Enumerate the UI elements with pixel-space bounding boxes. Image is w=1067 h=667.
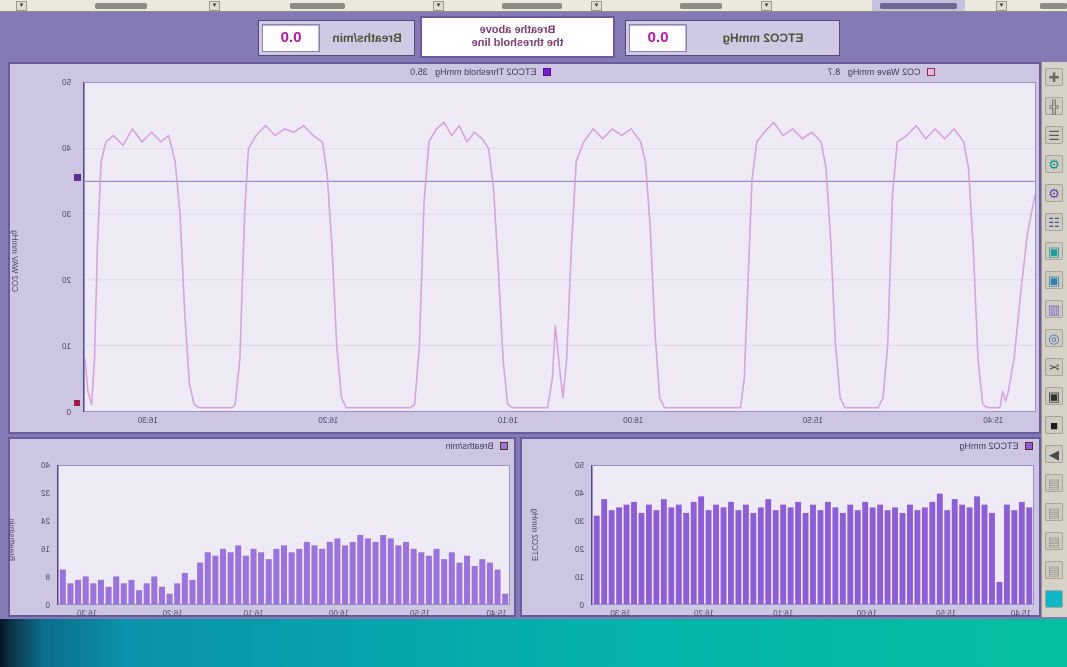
- top-item-label: [502, 3, 562, 9]
- ruler-icon[interactable]: ☰: [1045, 126, 1063, 144]
- etco2-trend-plot: [592, 465, 1034, 605]
- breaths-y-axis: [57, 465, 58, 605]
- save-icon[interactable]: ▤: [1045, 532, 1063, 550]
- record-icon[interactable]: ▤: [1045, 474, 1063, 492]
- y-tick-label: 8: [45, 573, 50, 582]
- y-tick-label: 30: [575, 517, 584, 526]
- breaths-trend-plot: [58, 465, 510, 605]
- y-tick-label: 50: [575, 461, 584, 470]
- etco2-trend-title: ETCO2 mmHg: [959, 441, 1033, 451]
- scissors-icon[interactable]: ✂: [1045, 358, 1063, 376]
- instruction-line-2: the threshold line: [471, 37, 564, 49]
- y-tick-label: 10: [62, 342, 71, 351]
- y-tick-label: 20: [575, 545, 584, 554]
- top-item-label: [680, 3, 722, 9]
- sensor-icon[interactable]: ▣: [1045, 242, 1063, 260]
- top-item-label: [290, 3, 345, 9]
- gears-icon[interactable]: ⚙: [1045, 155, 1063, 173]
- y-tick-label: 30: [62, 210, 71, 219]
- etco2-readout-label: ETCO2 mmHg: [722, 31, 804, 45]
- breaths-trend-panel: Breaths/min 0 8 16 24 32 40 15:40 15:50 16:00 16…: [7, 437, 516, 618]
- wrench-icon[interactable]: ✚: [1045, 68, 1063, 86]
- wave-zero-marker[interactable]: [74, 400, 80, 406]
- instruction-message-box: Breathe above the threshold line: [420, 16, 615, 58]
- threshold-title: ETCO2 Threshold mmHg 35.0: [410, 67, 551, 77]
- etco2-trend-legend-chip: [1025, 442, 1033, 450]
- breaths-trend-legend-chip: [500, 442, 508, 450]
- y-tick-label: 20: [62, 276, 71, 285]
- etco2-readout-value: 0.0: [629, 24, 687, 52]
- top-item-label: [1040, 3, 1067, 9]
- clamp-icon[interactable]: ╬: [1045, 97, 1063, 115]
- co2-wave-legend-chip: [927, 68, 935, 76]
- top-item-label: [95, 3, 147, 9]
- etco2-y-axis: [591, 465, 592, 605]
- co2-wave-current-value: 8.7: [827, 67, 841, 77]
- y-tick-label: 16: [41, 545, 50, 554]
- threshold-legend-chip: [543, 68, 551, 76]
- co2-waveform: [84, 121, 1036, 409]
- main-y-axis-title: CO2 WAV mmHg: [10, 230, 19, 292]
- y-tick-label: 10: [575, 573, 584, 582]
- x-tick-label: 16:00: [623, 416, 644, 425]
- y-tick-label: 32: [41, 489, 50, 498]
- breaths-readout-label: Breaths/min: [332, 31, 402, 45]
- y-tick-label: 0: [66, 408, 71, 417]
- co2-wave-title: CO2 Wave mmHg 8.7: [828, 67, 935, 77]
- highlight-icon[interactable]: ■: [1045, 590, 1063, 608]
- pause-icon[interactable]: ▤: [1045, 503, 1063, 521]
- breaths-readout-panel: Breaths/min 0.0: [258, 20, 415, 56]
- y-tick-label: 40: [575, 489, 584, 498]
- etco2-bars: [593, 493, 1033, 604]
- top-dropdown-strip: ▾ ▾ ▾ ▾ ▾ ▾: [0, 0, 1067, 12]
- breaths-bars: [59, 535, 509, 604]
- sliders-icon[interactable]: ☷: [1045, 213, 1063, 231]
- x-tick-label: 15:40: [983, 416, 1004, 425]
- instruction-line-1: Breathe above: [479, 24, 556, 36]
- camera-icon[interactable]: ▣: [1045, 387, 1063, 405]
- dropdown-arrow-icon[interactable]: ▾: [761, 1, 772, 11]
- y-tick-label: 0: [45, 601, 50, 610]
- monitor-icon[interactable]: ▣: [1045, 271, 1063, 289]
- sheet-icon[interactable]: ▤: [1045, 561, 1063, 579]
- y-tick-label: 50: [62, 78, 71, 87]
- chart-icon[interactable]: ▥: [1045, 300, 1063, 318]
- x-tick-label: 15:50: [802, 416, 823, 425]
- y-tick-label: 24: [41, 517, 50, 526]
- x-tick-label: 16:10: [497, 416, 518, 425]
- bottom-gradient-bar: [0, 617, 1067, 667]
- main-y-axis: [83, 82, 84, 412]
- tool-palette: ✚ ╬ ☰ ⚙ ⚙ ☷ ▣ ▣ ▥ ◎ ✂ ▣ ■ ▶ ▤ ▤ ▤ ▤ ■: [1041, 62, 1067, 617]
- header-band: ETCO2 mmHg 0.0 Breathe above the thresho…: [0, 12, 1045, 62]
- dropdown-arrow-icon[interactable]: ▾: [591, 1, 602, 11]
- dropdown-arrow-icon[interactable]: ▾: [996, 1, 1007, 11]
- co2-wave-chart-panel: CO2 Wave mmHg 8.7 ETCO2 Threshold mmHg 3…: [8, 62, 1041, 434]
- etco2-trend-panel: ETCO2 mmHg 0 10 20 30 40 50 15:40 15:50 16:00 16…: [520, 437, 1041, 618]
- y-tick-label: 40: [62, 144, 71, 153]
- x-tick-label: 16:30: [137, 416, 158, 425]
- etco2-readout-panel: ETCO2 mmHg 0.0: [625, 20, 840, 56]
- play-icon[interactable]: ▶: [1045, 445, 1063, 463]
- biofeedback-screen: ETCO2 mmHg 0.0 Breathe above the thresho…: [0, 12, 1067, 618]
- y-tick-label: 40: [41, 461, 50, 470]
- y-tick-label: 0: [579, 601, 584, 610]
- gear-edit-icon[interactable]: ⚙: [1045, 184, 1063, 202]
- screen-icon[interactable]: ■: [1045, 416, 1063, 434]
- x-tick-label: 16:20: [318, 416, 339, 425]
- breaths-readout-value: 0.0: [262, 24, 320, 52]
- co2-wave-plot: [84, 82, 1036, 412]
- dropdown-arrow-icon[interactable]: ▾: [209, 1, 220, 11]
- top-item-label: [880, 3, 957, 9]
- etco2-y-axis-title: ETCO2 mmHg: [530, 508, 539, 561]
- threshold-value: 35.0: [410, 67, 428, 77]
- zoom-icon[interactable]: ◎: [1045, 329, 1063, 347]
- breaths-trend-title: Breaths/min: [445, 441, 508, 451]
- threshold-marker[interactable]: [74, 174, 81, 181]
- dropdown-arrow-icon[interactable]: ▾: [16, 1, 27, 11]
- dropdown-arrow-icon[interactable]: ▾: [433, 1, 444, 11]
- breaths-y-axis-title: Breaths/min: [7, 518, 16, 561]
